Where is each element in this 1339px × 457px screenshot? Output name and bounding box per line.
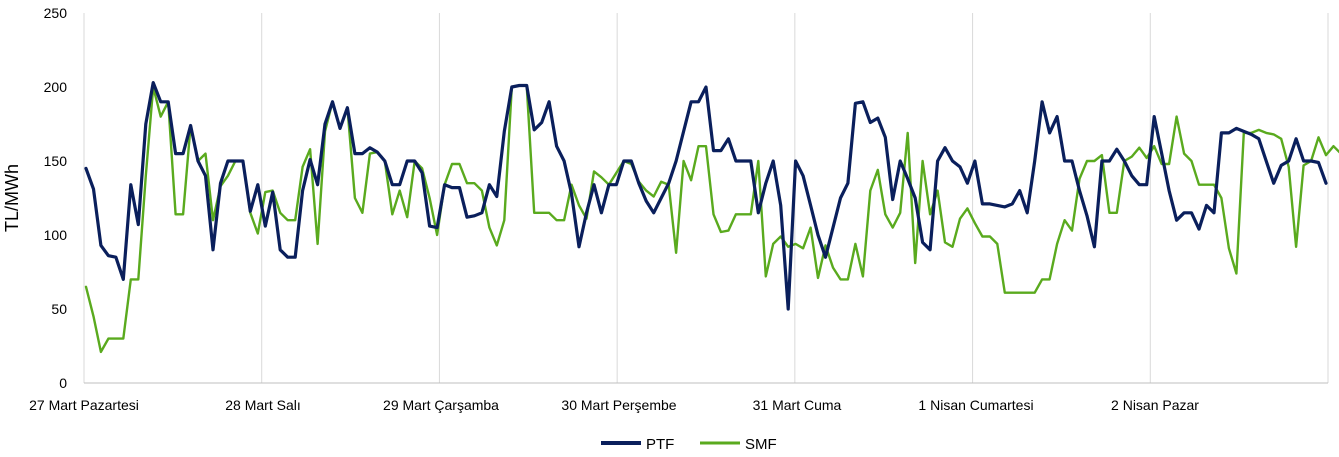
x-tick-label: 29 Mart Çarşamba xyxy=(383,397,499,413)
series-line-smf xyxy=(84,84,1339,354)
series-lines xyxy=(84,80,1339,354)
x-tick-label: 30 Mart Perşembe xyxy=(561,397,676,413)
y-tick-label: 250 xyxy=(44,5,68,21)
legend-label-smf: SMF xyxy=(745,436,777,453)
x-axis-ticks: 27 Mart Pazartesi 28 Mart Salı 29 Mart Çar… xyxy=(29,397,1199,413)
y-tick-label: 100 xyxy=(44,227,68,243)
y-tick-label: 50 xyxy=(51,301,67,317)
y-tick-label: 200 xyxy=(44,79,68,95)
series-line-ptf xyxy=(84,80,1328,311)
y-tick-label: 0 xyxy=(59,375,67,391)
legend: PTF SMF xyxy=(601,436,777,453)
y-axis-ticks: 0 50 100 150 200 250 xyxy=(44,5,68,391)
vertical-gridlines xyxy=(83,13,1329,383)
x-tick-label: 2 Nisan Pazar xyxy=(1111,397,1199,413)
x-tick-label: 1 Nisan Cumartesi xyxy=(918,397,1033,413)
y-axis-title: TL/MWh xyxy=(2,164,22,232)
legend-label-ptf: PTF xyxy=(646,436,674,453)
x-tick-label: 31 Mart Cuma xyxy=(753,397,842,413)
y-tick-label: 150 xyxy=(44,153,68,169)
x-tick-label: 28 Mart Salı xyxy=(225,397,300,413)
x-tick-label: 27 Mart Pazartesi xyxy=(29,397,139,413)
